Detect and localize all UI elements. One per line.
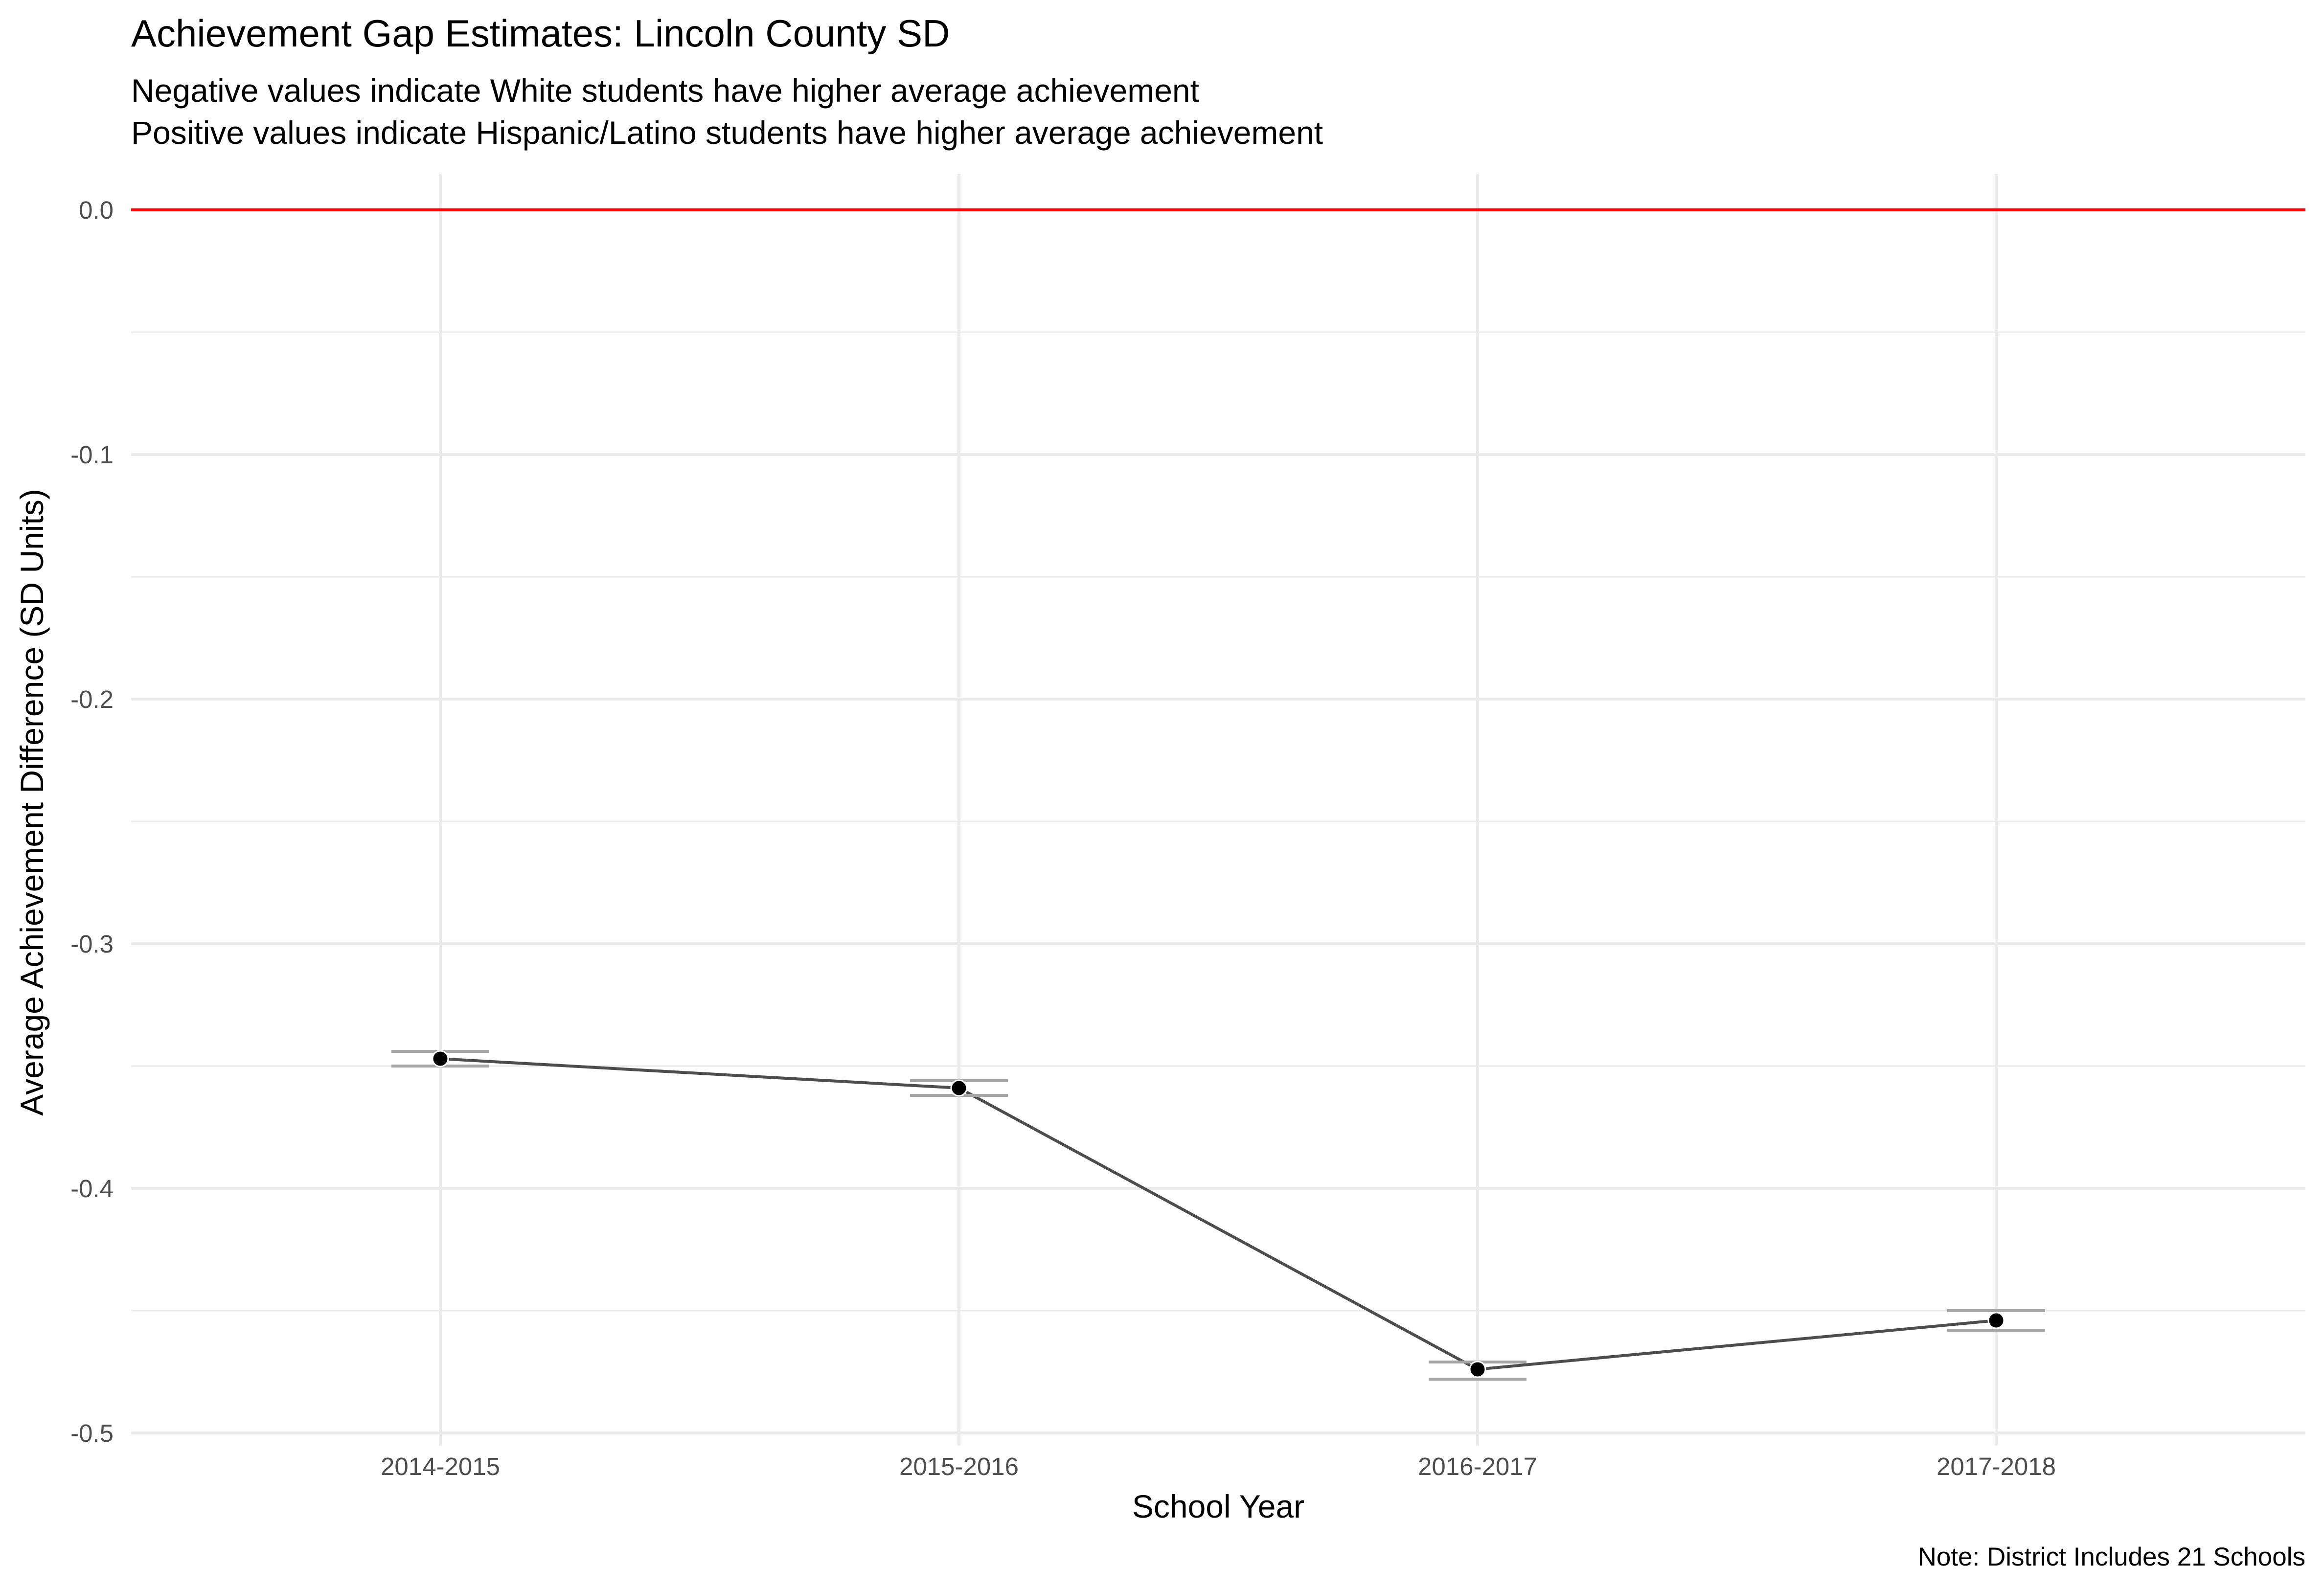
x-axis-ticks: 2014-2015 2015-2016 2016-2017 2017-2018 — [381, 1453, 2056, 1480]
y-axis-ticks: 0.0 -0.1 -0.2 -0.3 -0.4 -0.5 — [70, 196, 114, 1447]
y-tick-label: -0.3 — [70, 930, 114, 958]
data-point — [1469, 1361, 1486, 1378]
series-line — [440, 1057, 1997, 1371]
data-point — [950, 1079, 968, 1097]
x-axis-title: School Year — [1132, 1488, 1304, 1524]
chart-subtitle-line-1: Negative values indicate White students … — [131, 72, 1199, 109]
y-tick-label: -0.1 — [70, 441, 114, 469]
x-tick-label: 2015-2016 — [899, 1453, 1019, 1480]
data-point — [432, 1050, 449, 1068]
chart-caption: Note: District Includes 21 Schools — [1918, 1543, 2305, 1571]
y-tick-label: -0.5 — [70, 1419, 114, 1447]
chart-title: Achievement Gap Estimates: Lincoln Count… — [131, 12, 950, 55]
series-layer — [391, 1050, 2045, 1381]
y-axis-title: Average Achievement Difference (SD Units… — [14, 489, 50, 1116]
y-tick-label: 0.0 — [79, 196, 114, 224]
grid — [131, 174, 2305, 1446]
x-tick-label: 2016-2017 — [1418, 1453, 1537, 1480]
y-tick-label: -0.4 — [70, 1175, 114, 1203]
chart-subtitle-line-2: Positive values indicate Hispanic/Latino… — [131, 114, 1323, 151]
x-tick-label: 2017-2018 — [1937, 1453, 2056, 1480]
data-point — [1987, 1312, 2005, 1329]
x-tick-label: 2014-2015 — [381, 1453, 500, 1480]
y-tick-label: -0.2 — [70, 685, 114, 713]
